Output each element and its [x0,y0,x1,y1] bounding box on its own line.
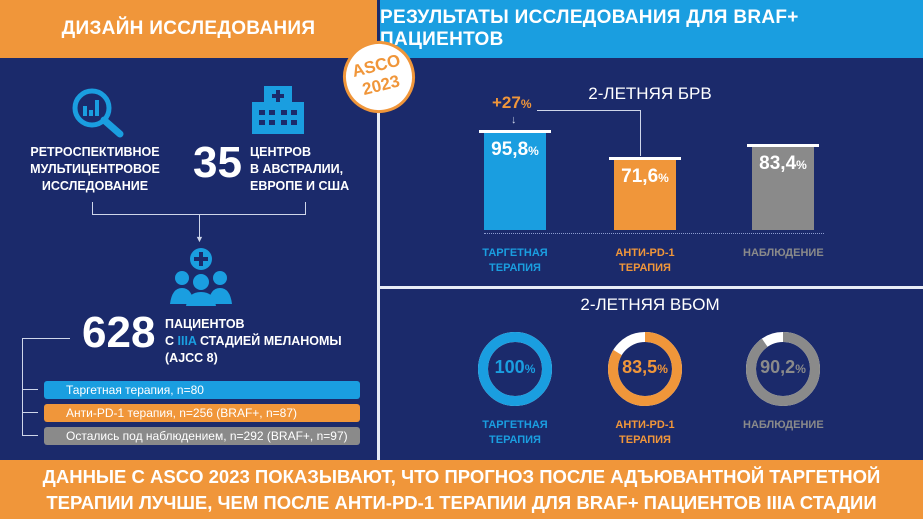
design-header: ДИЗАЙН ИССЛЕДОВАНИЯ [0,0,377,58]
bar-category-label: НАБЛЮДЕНИЕ [743,247,824,259]
unit: % [796,158,807,173]
donut-chart [478,332,820,406]
annotation-line [640,110,641,156]
study-type: РЕТРОСПЕКТИВНОЕ МУЛЬТИЦЕНТРОВОЕ ИССЛЕДОВ… [20,144,170,195]
bar-cap [609,157,681,161]
value: 71,6 [621,166,659,188]
group-anti-pd1: Анти-PD-1 терапия, n=256 (BRAF+, n=87) [44,404,360,422]
horizontal-divider [380,286,923,289]
donut-category-label: ТАРГЕТНАЯ ТЕРАПИЯ [482,419,548,446]
centers-line: ЕВРОПЕ И США [250,179,350,193]
study-type-line: РЕТРОСПЕКТИВНОЕ [30,145,160,159]
value: 90,2 [760,357,796,377]
arrow-down-icon: ↓ [511,114,517,126]
magnifier-chart-icon [72,88,124,138]
group-targeted: Таргетная терапия, n=80 [44,381,360,399]
hospital-icon [252,86,304,134]
bar-value-label: 95,8% [475,139,555,162]
centers-line: В АВСТРАЛИИ, [250,162,344,176]
value: 100 [494,357,525,377]
study-type-line: ИССЛЕДОВАНИЕ [41,179,149,193]
donut-arc [478,332,552,406]
connector-line [22,435,38,436]
patients-group-icon [170,248,232,306]
donut-category-label: АНТИ-PD-1 ТЕРАПИЯ [615,419,675,446]
bar-value-label: 83,4% [743,153,823,176]
patients-line: ПАЦИЕНТОВ [165,317,245,331]
results-header: РЕЗУЛЬТАТЫ ИССЛЕДОВАНИЯ ДЛЯ BRAF+ ПАЦИЕН… [380,0,923,58]
vertical-divider [377,58,380,460]
patients-count: 628 [82,308,156,357]
annotation-line [537,110,641,111]
value: 83,4 [759,153,797,175]
text: СТАДИЕЙ МЕЛАНОМЫ [196,334,342,348]
bar [752,147,814,230]
donut-chart-title: 2-ЛЕТНЯЯ ВБОМ [580,295,720,314]
donut-arc [746,332,820,406]
centers-text: ЦЕНТРОВ В АВСТРАЛИИ, ЕВРОПЕ И США [250,144,349,195]
bar-category-label: ТАРГЕТНАЯ ТЕРАПИЯ [482,247,548,274]
unit: % [524,362,536,376]
unit: % [528,144,539,159]
donut-value-label: 100% [475,357,555,378]
bar-category-label: АНТИ-PD-1 ТЕРАПИЯ [615,247,675,274]
connector-line [305,202,306,214]
bar-chart-title: 2-ЛЕТНЯЯ БРВ [588,84,712,103]
study-type-line: МУЛЬТИЦЕНТРОВОЕ [30,162,160,176]
bar-baseline [484,233,824,234]
patients-text: ПАЦИЕНТОВ С IIIA СТАДИЕЙ МЕЛАНОМЫ (AJCC … [165,316,342,367]
bar-value-label: 71,6% [605,166,685,189]
text: С [165,334,178,348]
conclusion-line: ТЕРАПИИ ЛУЧШЕ, ЧЕМ ПОСЛЕ АНТИ-PD-1 ТЕРАП… [46,492,877,513]
connector-line [22,338,23,435]
connector-line [92,202,93,214]
bar [484,133,546,230]
donut-category-label: НАБЛЮДЕНИЕ [743,419,824,431]
patients-line: (AJCC 8) [165,351,218,365]
annotation-unit: % [520,97,532,111]
conclusion-banner: ДАННЫЕ С ASCO 2023 ПОКАЗЫВАЮТ, ЧТО ПРОГН… [0,460,923,519]
unit: % [795,362,806,376]
unit: % [658,171,669,186]
stage-text: IIIA [177,334,197,348]
bar-annotation: +27% [492,94,532,113]
design-header-text: ДИЗАЙН ИССЛЕДОВАНИЯ [61,18,316,39]
connector-line [199,214,200,238]
connector-line [22,338,70,339]
bar [614,160,676,230]
patients-line: С IIIA СТАДИЕЙ МЕЛАНОМЫ [165,333,342,350]
bar-cap [747,144,819,148]
donut-value-label: 90,2% [743,357,823,378]
value: 83,5 [622,357,658,377]
centers-count: 35 [193,138,242,187]
donut-value-label: 83,5% [605,357,685,378]
bar-cap [479,130,551,134]
arrow-down-icon: ▼ [195,234,204,244]
annotation-value: +27 [492,93,521,112]
value: 95,8 [491,139,529,161]
centers-line: ЦЕНТРОВ [250,145,312,159]
donut-arc [608,332,682,406]
group-observation: Остались под наблюдением, n=292 (BRAF+, … [44,427,360,445]
connector-line [22,412,38,413]
conclusion-line: ДАННЫЕ С ASCO 2023 ПОКАЗЫВАЮТ, ЧТО ПРОГН… [42,466,881,487]
results-header-text: РЕЗУЛЬТАТЫ ИССЛЕДОВАНИЯ ДЛЯ BRAF+ ПАЦИЕН… [380,7,799,50]
connector-line [22,389,38,390]
unit: % [657,362,668,376]
